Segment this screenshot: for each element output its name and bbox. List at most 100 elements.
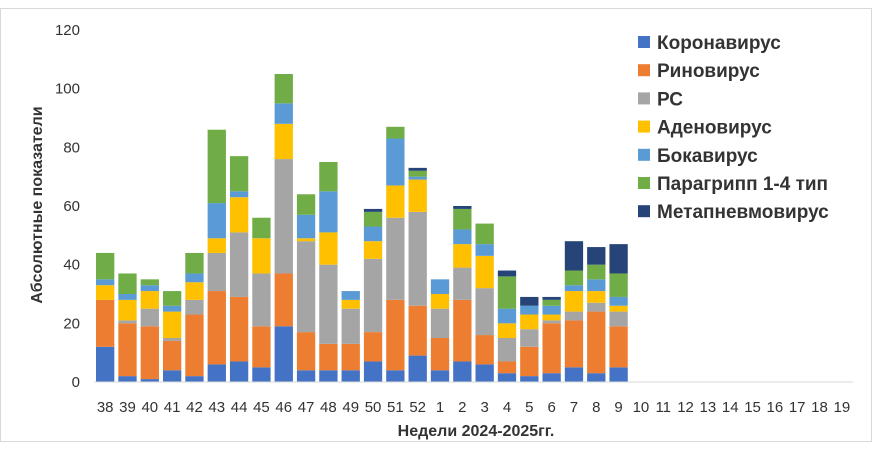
bar-segment — [296, 214, 316, 239]
x-tick-label: 1 — [436, 399, 444, 416]
bar-segment — [497, 361, 517, 374]
x-axis-ticks: 38 39 40 41 42 43 44 45 46 47 48 49 50 51 52 1 2 3 4 5 6 7 8 9 1… — [97, 399, 850, 416]
x-axis-title: Недели 2024-2025гг. — [398, 423, 555, 440]
bar-segment — [408, 211, 427, 306]
bar-segment — [274, 123, 293, 160]
x-tick-label: 39 — [119, 399, 136, 416]
x-tick-label: 50 — [365, 399, 382, 416]
bar-segment — [497, 373, 517, 382]
bar-segment — [587, 311, 606, 374]
bar-segment — [564, 241, 584, 271]
bar-segment — [542, 320, 561, 324]
bar-segment — [162, 338, 182, 341]
bar-segment — [564, 311, 584, 321]
bar-segment — [274, 74, 293, 104]
bar-segment — [453, 206, 472, 209]
bar-segment — [319, 162, 338, 192]
x-tick-label: 52 — [409, 399, 426, 416]
bar-segment — [453, 208, 472, 230]
bar-segment — [252, 238, 271, 274]
bar-segment — [162, 291, 182, 306]
bar-segment — [140, 279, 159, 286]
bar-segment — [341, 370, 360, 382]
bar-segment — [520, 376, 539, 382]
bar-segment — [252, 273, 271, 327]
bar-segment — [162, 305, 182, 312]
bar-segment — [185, 252, 204, 274]
bar-segment — [497, 323, 517, 338]
bar-segment — [319, 343, 338, 371]
bar-segment — [430, 370, 450, 382]
bar-segment — [162, 340, 182, 371]
legend-entry: Аденовирус — [657, 118, 772, 139]
bar-segment — [207, 291, 226, 365]
bar-segment — [609, 311, 628, 327]
bar-segment — [564, 291, 584, 312]
bar-segment — [207, 129, 226, 204]
bar-segment — [140, 379, 159, 382]
bar-segment — [609, 326, 628, 368]
bar-segment — [542, 296, 561, 300]
bar-segment — [587, 279, 606, 292]
bar-segment — [96, 285, 115, 300]
bar-segment — [118, 299, 137, 321]
x-tick-label: 2 — [458, 399, 466, 416]
bar-segment — [207, 238, 226, 253]
x-tick-label: 47 — [298, 399, 315, 416]
bar-segment — [408, 355, 427, 382]
bar-segment — [274, 326, 293, 382]
bar-segment — [274, 103, 293, 124]
x-tick-label: 49 — [342, 399, 359, 416]
y-tick-label: 20 — [63, 315, 80, 332]
bar-segment — [185, 273, 204, 283]
legend-swatch — [638, 177, 650, 189]
y-tick-label: 80 — [63, 139, 80, 156]
bar-segment — [363, 258, 383, 333]
bar-segment — [185, 282, 204, 300]
bar-segment — [296, 370, 316, 382]
bar-segment — [609, 273, 628, 297]
x-tick-label: 18 — [811, 399, 828, 416]
x-tick-label: 15 — [744, 399, 761, 416]
bar-segment — [587, 373, 606, 382]
legend-entry: Бокавирус — [657, 146, 758, 167]
bar-segment — [363, 211, 383, 227]
bar-segment — [140, 308, 159, 327]
bar-segment — [162, 370, 182, 382]
bar-segment — [319, 370, 338, 382]
bar-segment — [475, 288, 494, 336]
x-tick-label: 43 — [208, 399, 225, 416]
bar-segment — [542, 323, 561, 374]
x-tick-label: 40 — [141, 399, 158, 416]
bar-segment — [609, 244, 628, 274]
bar-segment — [453, 229, 472, 245]
bar-segment — [408, 305, 427, 356]
x-tick-label: 17 — [789, 399, 806, 416]
bar-segment — [296, 194, 316, 215]
bar-segment — [229, 156, 249, 192]
bar-segment — [319, 232, 338, 265]
bar-segment — [118, 376, 137, 382]
x-tick-label: 51 — [387, 399, 404, 416]
bar-segment — [564, 320, 584, 368]
bar-segment — [542, 373, 561, 382]
legend-entry: Коронавирус — [657, 33, 781, 54]
bar-segment — [497, 276, 517, 309]
x-tick-label: 44 — [231, 399, 248, 416]
bar-segment — [118, 320, 137, 324]
legend-swatch — [638, 120, 650, 133]
x-tick-label: 16 — [767, 399, 784, 416]
bar-segment — [96, 279, 115, 286]
bar-segment — [564, 285, 584, 292]
bar-segment — [296, 332, 316, 371]
bar-segment — [430, 294, 450, 309]
bar-segment — [229, 361, 249, 382]
bar-segment — [185, 314, 204, 377]
bar-segment — [363, 226, 383, 242]
x-tick-label: 48 — [320, 399, 337, 416]
legend-swatch — [638, 92, 650, 105]
bar-segment — [296, 241, 316, 333]
bar-segment — [408, 170, 427, 177]
bars — [96, 74, 628, 382]
